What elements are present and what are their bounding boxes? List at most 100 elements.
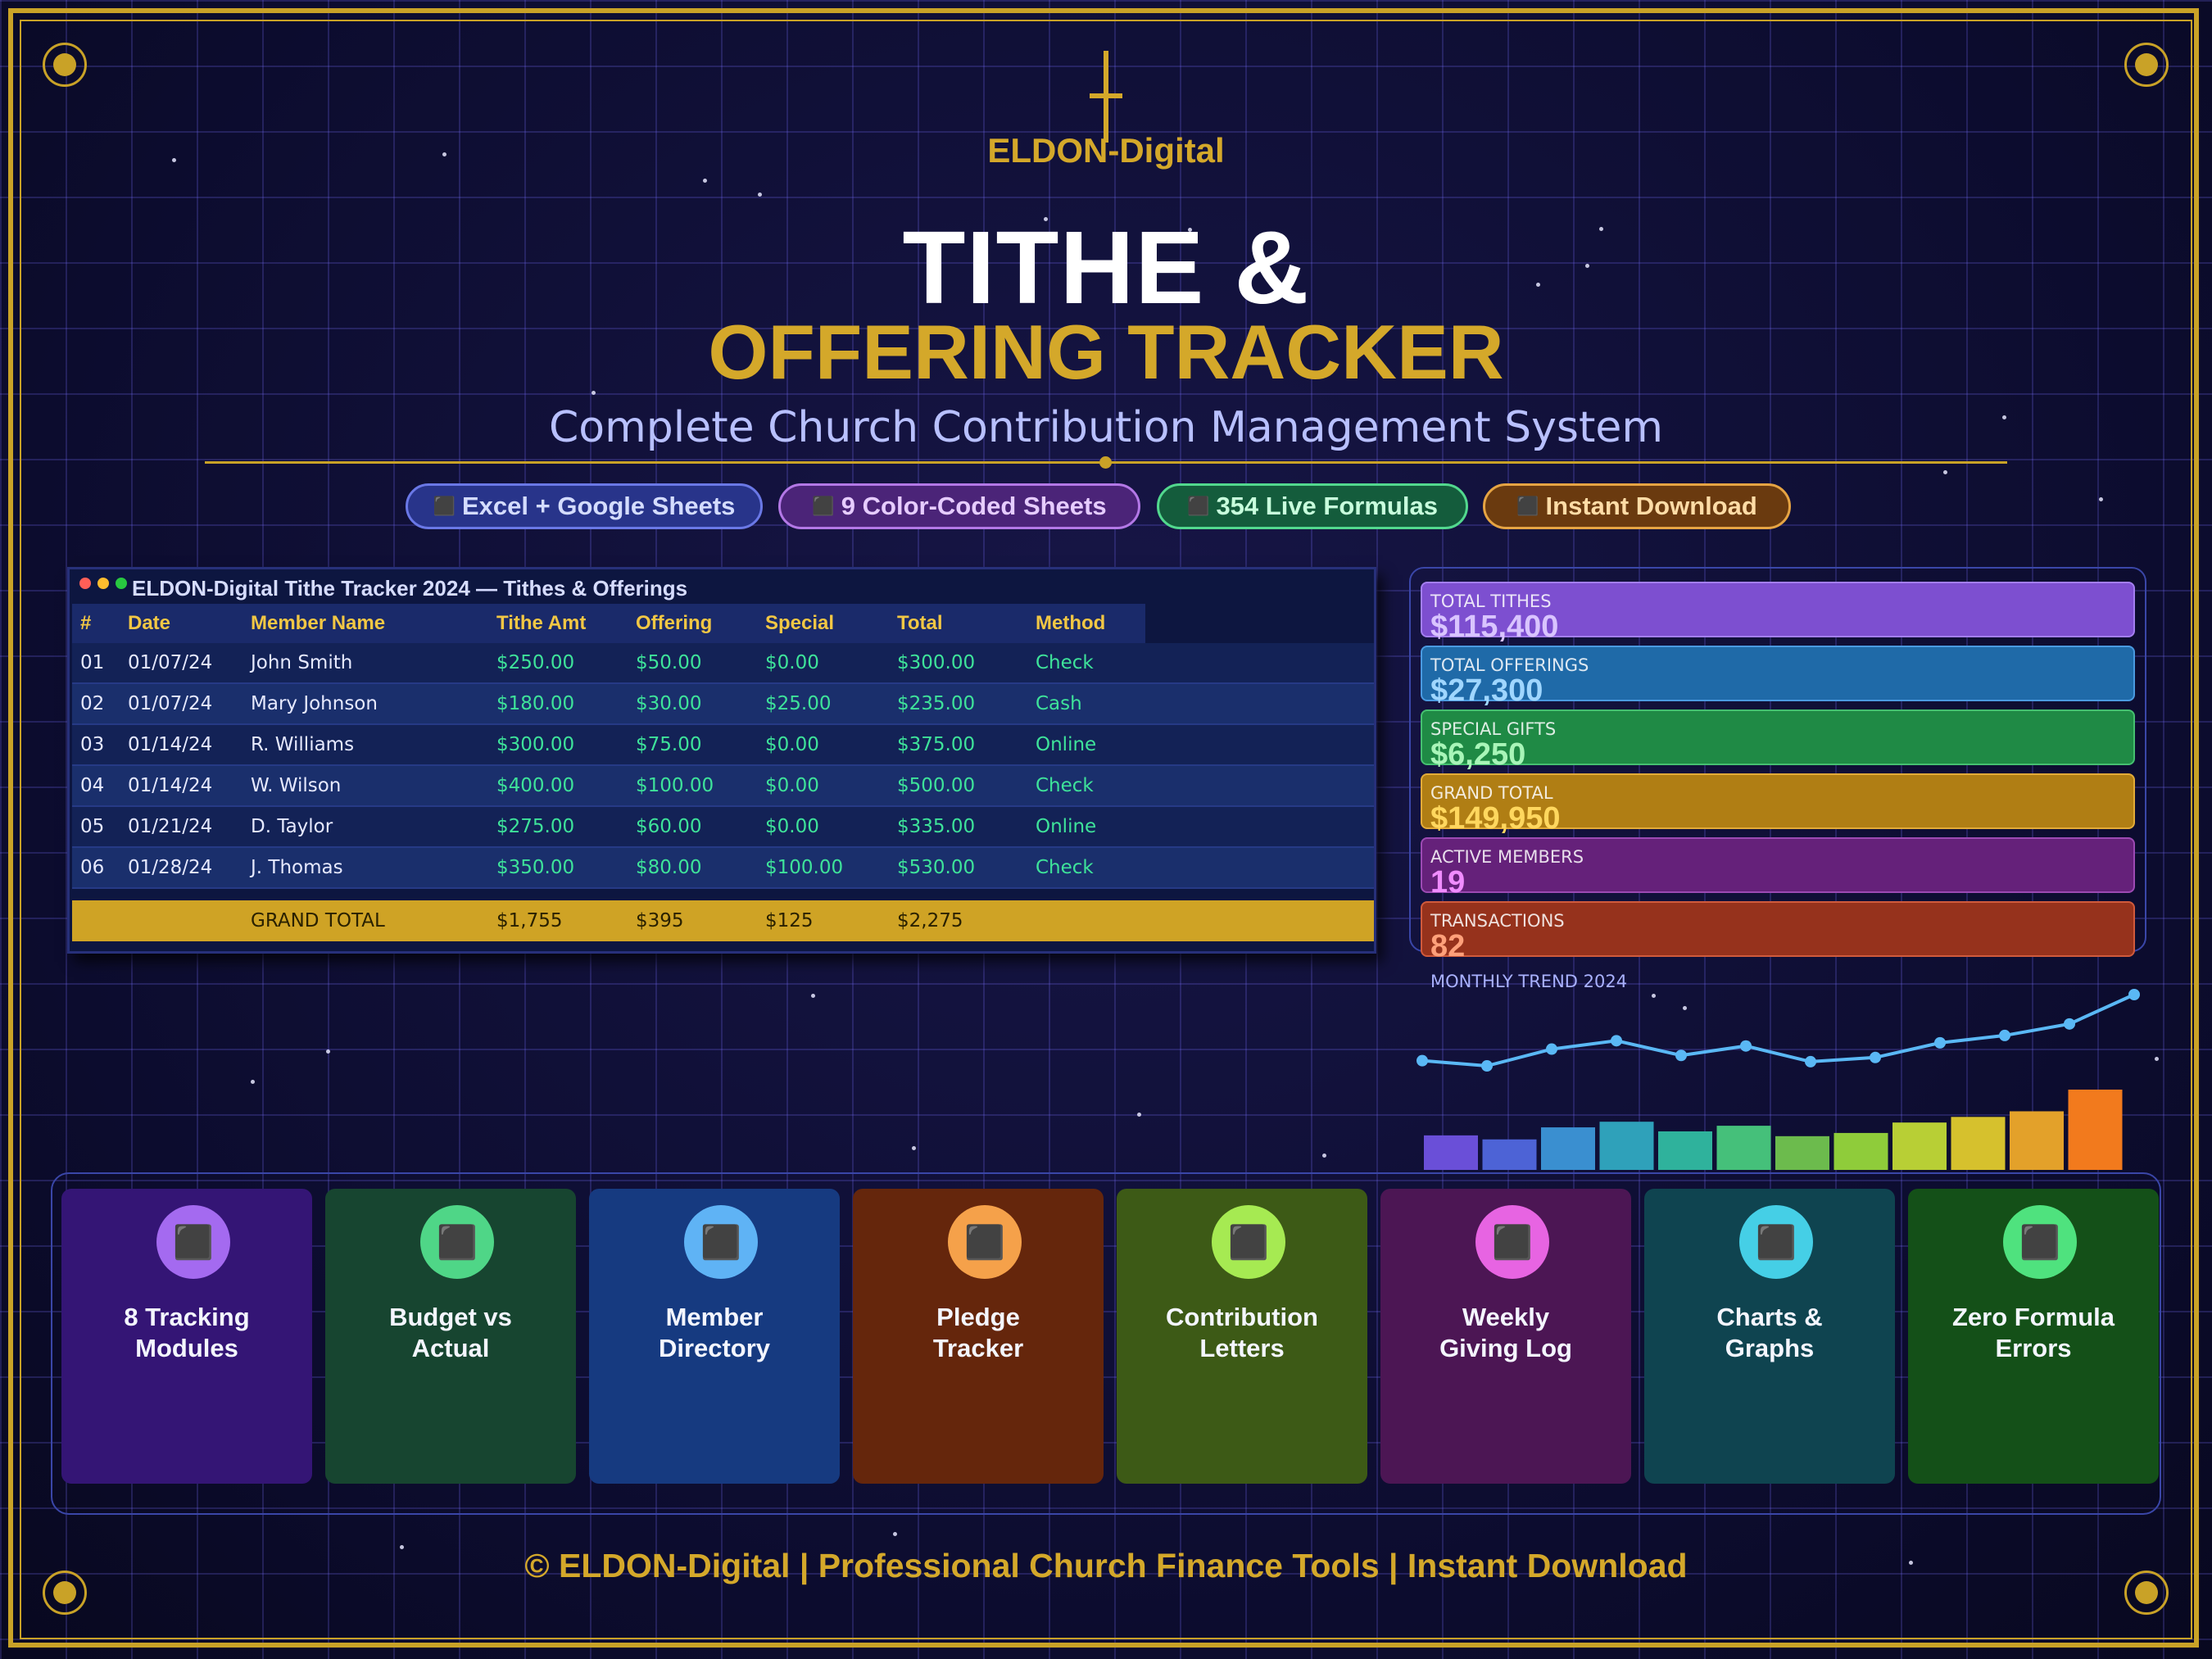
feature-card-member-directory[interactable]: ⬛ Member Directory: [589, 1189, 840, 1484]
column-header[interactable]: Method: [1036, 612, 1106, 634]
column-header[interactable]: Date: [128, 612, 171, 634]
trend-point: [1546, 1043, 1557, 1055]
badge-color-coded-sheets: ⬛ 9 Color-Coded Sheets: [778, 483, 1140, 529]
row-number: 03: [80, 734, 105, 755]
badge-live-formulas: ⬛ 354 Live Formulas: [1157, 483, 1468, 529]
table-row[interactable]: 01 01/07/24 John Smith $250.00 $50.00 $0…: [72, 643, 1374, 684]
row-total: $530.00: [897, 857, 976, 878]
row-date: 01/14/24: [128, 734, 213, 755]
feature-card-zero-formula-errors[interactable]: ⬛ Zero Formula Errors: [1908, 1189, 2159, 1484]
feature-icon: ⬛: [684, 1205, 758, 1279]
table-row[interactable]: 05 01/21/24 D. Taylor $275.00 $60.00 $0.…: [72, 807, 1374, 848]
row-tithe: $250.00: [496, 652, 575, 673]
trend-label: MONTHLY TREND 2024: [1430, 972, 1628, 991]
window-close-button[interactable]: [79, 578, 91, 589]
badge-label: 354 Live Formulas: [1216, 492, 1438, 520]
stat-total-tithes[interactable]: TOTAL TITHES $115,400: [1421, 582, 2135, 642]
row-offering: $60.00: [636, 816, 702, 837]
stat-value: 82: [1430, 929, 1466, 963]
row-tithe: $275.00: [496, 816, 575, 837]
trend-point: [1481, 1060, 1493, 1072]
badge-instant-download: ⬛ Instant Download: [1483, 483, 1791, 529]
trend-line: [1421, 993, 2135, 1068]
feature-card-charts-graphs[interactable]: ⬛ Charts & Graphs: [1644, 1189, 1895, 1484]
stat-transactions[interactable]: TRANSACTIONS 82: [1421, 901, 2135, 962]
feature-icon: ⬛: [156, 1205, 230, 1279]
stat-total-offerings[interactable]: TOTAL OFFERINGS $27,300: [1421, 646, 2135, 706]
row-method: Check: [1036, 857, 1094, 878]
row-number: 04: [80, 775, 105, 796]
row-method: Check: [1036, 775, 1094, 796]
row-tithe: $180.00: [496, 693, 575, 714]
trend-bar: [1775, 1135, 1829, 1170]
feature-card-budget-vs-actual[interactable]: ⬛ Budget vs Actual: [325, 1189, 576, 1484]
trend-point: [1999, 1029, 2010, 1041]
row-date: 01/14/24: [128, 775, 213, 796]
stat-label: ACTIVE MEMBERS: [1430, 847, 1584, 867]
trend-point: [1416, 1054, 1428, 1067]
row-number: 05: [80, 816, 105, 837]
table-row[interactable]: 02 01/07/24 Mary Johnson $180.00 $30.00 …: [72, 684, 1374, 725]
badge-label: Excel + Google Sheets: [462, 492, 736, 520]
page-title-line1: TITHE &: [902, 210, 1310, 325]
column-header[interactable]: Member Name: [251, 612, 386, 634]
grand-total-total: $2,275: [897, 910, 963, 931]
corner-ornament-top-right: [2124, 43, 2169, 87]
feature-card-pledge-tracker[interactable]: ⬛ Pledge Tracker: [853, 1189, 1104, 1484]
window-maximize-button[interactable]: [116, 578, 127, 589]
row-member: D. Taylor: [251, 816, 333, 837]
row-method: Online: [1036, 816, 1097, 837]
trend-point: [1675, 1049, 1687, 1062]
feature-label: Pledge Tracker: [932, 1303, 1024, 1362]
trend-bar: [1424, 1135, 1478, 1170]
trend-bar: [1892, 1122, 1947, 1170]
table-row[interactable]: 06 01/28/24 J. Thomas $350.00 $80.00 $10…: [72, 848, 1374, 889]
grand-total-row[interactable]: GRAND TOTAL $1,755 $395 $125 $2,275: [72, 900, 1374, 941]
table-row[interactable]: 04 01/14/24 W. Wilson $400.00 $100.00 $0…: [72, 766, 1374, 807]
column-header[interactable]: #: [80, 612, 92, 634]
badge-icon: ⬛: [433, 496, 456, 516]
stat-label: TOTAL TITHES: [1430, 592, 1552, 611]
trend-bar: [1834, 1132, 1888, 1170]
stat-value: $6,250: [1430, 737, 1526, 772]
feature-card-contribution-letters[interactable]: ⬛ Contribution Letters: [1117, 1189, 1367, 1484]
feature-label: Zero Formula Errors: [1951, 1303, 2115, 1362]
feature-card-weekly-giving-log[interactable]: ⬛ Weekly Giving Log: [1380, 1189, 1631, 1484]
trend-point: [1870, 1051, 1881, 1063]
stat-grand-total[interactable]: GRAND TOTAL $149,950: [1421, 773, 2135, 834]
row-total: $300.00: [897, 652, 976, 673]
row-member: J. Thomas: [251, 857, 343, 878]
row-member: John Smith: [251, 652, 353, 673]
trend-bar: [1951, 1117, 2006, 1170]
trend-point: [1611, 1035, 1622, 1047]
row-total: $500.00: [897, 775, 976, 796]
feature-icon: ⬛: [1739, 1205, 1813, 1279]
row-special: $100.00: [765, 857, 844, 878]
stat-value: 19: [1430, 865, 1466, 900]
row-number: 06: [80, 857, 105, 878]
window-minimize-button[interactable]: [97, 578, 109, 589]
table-row[interactable]: 03 01/14/24 R. Williams $300.00 $75.00 $…: [72, 725, 1374, 766]
inner-frame: [20, 20, 2192, 1639]
logo: [0, 51, 2212, 143]
features-panel: [51, 1172, 2161, 1515]
feature-label: Weekly Giving Log: [1439, 1303, 1572, 1362]
monthly-trend-chart: [1416, 989, 2140, 1170]
feature-icon: ⬛: [1475, 1205, 1549, 1279]
feature-card-tracking-modules[interactable]: ⬛ 8 Tracking Modules: [61, 1189, 312, 1484]
badge-label: Instant Download: [1545, 492, 1757, 520]
stat-active-members[interactable]: ACTIVE MEMBERS 19: [1421, 837, 2135, 898]
row-special: $25.00: [765, 693, 832, 714]
stat-special-gifts[interactable]: SPECIAL GIFTS $6,250: [1421, 709, 2135, 770]
column-header[interactable]: Special: [765, 612, 835, 634]
column-header[interactable]: Total: [897, 612, 943, 634]
trend-bar: [1599, 1122, 1654, 1170]
column-header[interactable]: Offering: [636, 612, 713, 634]
row-offering: $50.00: [636, 652, 702, 673]
footer-text: © ELDON-Digital | Professional Church Fi…: [524, 1547, 1688, 1584]
row-number: 01: [80, 652, 105, 673]
row-special: $0.00: [765, 652, 819, 673]
stat-value: $149,950: [1430, 801, 1561, 836]
feature-label: Member Directory: [658, 1303, 771, 1362]
column-header[interactable]: Tithe Amt: [496, 612, 587, 634]
